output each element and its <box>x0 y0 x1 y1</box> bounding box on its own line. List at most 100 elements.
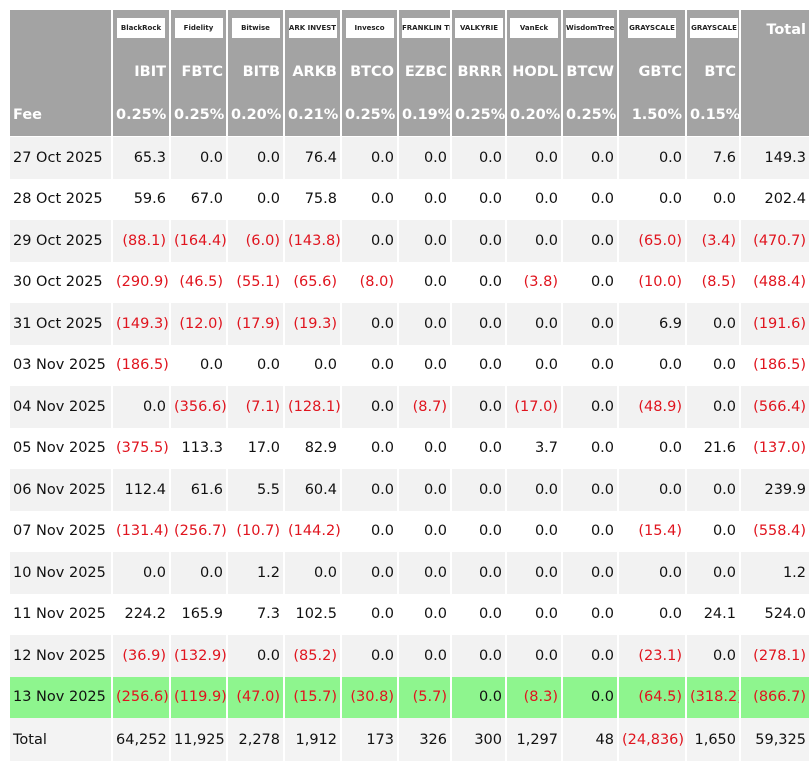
logo-cell: ARK INVEST <box>283 10 341 50</box>
flow-value: 59,325 <box>739 718 809 761</box>
flow-value: 0.0 <box>340 510 398 552</box>
date: 30 Oct 2025 <box>13 274 103 291</box>
flow-value: (186.5) <box>739 344 809 386</box>
flow-value: 0.0 <box>685 635 740 677</box>
flow-value: 202.4 <box>739 178 809 220</box>
flow-value: 0.0 <box>226 178 284 220</box>
flow-value: 2,278 <box>226 718 284 761</box>
flow-value: 0.0 <box>340 303 398 345</box>
fee: 0.25% <box>111 93 170 137</box>
flow-value: 0.0 <box>340 635 398 677</box>
data-row: 06 Nov 2025 112.4 61.6 5.5 60.4 0.0 0.0 0.0 0.0 0… <box>10 469 809 511</box>
data-row: 03 Nov 2025 (186.5) 0.0 0.0 0.0 0.0 0.0 0.0 0.0 0… <box>10 344 809 386</box>
flow-value: 0.0 <box>169 136 227 179</box>
flow-value: (8.5) <box>685 261 740 303</box>
flow-value: (3.4) <box>685 220 740 262</box>
flow-value: (8.7) <box>397 386 451 428</box>
flow-value: (65.0) <box>617 220 686 262</box>
flow-value: 0.0 <box>450 344 506 386</box>
flow-value: 6.9 <box>617 303 686 345</box>
flow-value: 1.2 <box>226 552 284 594</box>
logo-cell: Invesco <box>340 10 398 50</box>
date: 31 Oct 2025 <box>13 315 103 332</box>
fee: 0.20% <box>226 93 284 137</box>
issuer-logo: WisdomTree <box>566 18 614 38</box>
flow-value: 0.0 <box>397 178 451 220</box>
flow-value: (8.3) <box>505 676 562 718</box>
flow-value: 0.0 <box>169 552 227 594</box>
flow-value: (164.4) <box>169 220 227 262</box>
flow-value: 0.0 <box>450 510 506 552</box>
flow-value: 0.0 <box>450 552 506 594</box>
flow-value: (65.6) <box>283 261 341 303</box>
flow-value: 0.0 <box>397 593 451 635</box>
flow-value: 0.0 <box>111 552 170 594</box>
flow-value: (6.0) <box>226 220 284 262</box>
date: 27 Oct 2025 <box>13 149 103 166</box>
flow-value: 0.0 <box>397 344 451 386</box>
data-row: 04 Nov 2025 0.0 (356.6) (7.1) (128.1) 0.0 (8.7… <box>10 386 809 428</box>
logo-cell: VanEck <box>505 10 562 50</box>
flow-value: 0.0 <box>283 344 341 386</box>
flow-value: (488.4) <box>739 261 809 303</box>
fee: 0.21% <box>283 93 341 137</box>
flow-value: 1,650 <box>685 718 740 761</box>
flow-value: (470.7) <box>739 220 809 262</box>
flow-value: 7.3 <box>226 593 284 635</box>
data-row: 29 Oct 2025 (88.1) (164.4) (6.0) (143.8) 0.0 0… <box>10 220 809 262</box>
flow-value: (85.2) <box>283 635 341 677</box>
flow-value: (7.1) <box>226 386 284 428</box>
flow-value: 0.0 <box>617 427 686 469</box>
date: 06 Nov 2025 <box>13 481 106 498</box>
flow-value: 0.0 <box>397 303 451 345</box>
flow-value: 0.0 <box>561 552 618 594</box>
flow-value: 0.0 <box>397 136 451 179</box>
flow-value: 0.0 <box>617 593 686 635</box>
fee-row: Fee 0.25% 0.25% 0.20% 0.21% 0.25% 0.19% 0.25% 0.… <box>10 93 809 137</box>
flow-value: 0.0 <box>340 469 398 511</box>
date: 12 Nov 2025 <box>13 647 106 664</box>
flow-value: 0.0 <box>226 136 284 179</box>
flow-value: (318.2) <box>685 676 740 718</box>
flow-value: 0.0 <box>505 510 562 552</box>
flow-value: 0.0 <box>397 220 451 262</box>
data-row: 10 Nov 2025 0.0 0.0 1.2 0.0 0.0 0.0 0.0 0.0 0.0 0.… <box>10 552 809 594</box>
data-row: 12 Nov 2025 (36.9) (132.9) 0.0 (85.2) 0.0 0.0 0… <box>10 635 809 677</box>
blank-cell <box>10 50 112 93</box>
flow-value: 64,252 <box>111 718 170 761</box>
flow-value: 0.0 <box>561 427 618 469</box>
flow-value: (3.8) <box>505 261 562 303</box>
flow-value: 0.0 <box>505 635 562 677</box>
etf-flow-table-wrap: BlackRock Fidelity Bitwise ARK INVEST Invesc… <box>10 10 809 761</box>
ticker: ARKB <box>283 50 341 93</box>
flow-value: 0.0 <box>561 593 618 635</box>
flow-value: 59.6 <box>111 178 170 220</box>
flow-value: 0.0 <box>397 635 451 677</box>
flow-value: (64.5) <box>617 676 686 718</box>
total-label: Total <box>10 718 112 761</box>
data-row: 11 Nov 2025 224.2 165.9 7.3 102.5 0.0 0.0 0.0 0.… <box>10 593 809 635</box>
flow-value: 0.0 <box>561 136 618 179</box>
fee: 0.15% <box>685 93 740 137</box>
corner-cell <box>10 10 112 50</box>
flow-value: 0.0 <box>685 552 740 594</box>
flow-value: 0.0 <box>397 510 451 552</box>
flow-value: (15.7) <box>283 676 341 718</box>
blank-cell <box>739 93 809 137</box>
flow-value: (866.7) <box>739 676 809 718</box>
ticker: BTC <box>685 50 740 93</box>
flow-value: 0.0 <box>505 552 562 594</box>
flow-value: (23.1) <box>617 635 686 677</box>
ticker: FBTC <box>169 50 227 93</box>
flow-value: 82.9 <box>283 427 341 469</box>
flow-value: 0.0 <box>561 261 618 303</box>
date: 13 Nov 2025 <box>13 689 106 706</box>
flow-value: 0.0 <box>617 344 686 386</box>
flow-value: 0.0 <box>685 344 740 386</box>
flow-value: 239.9 <box>739 469 809 511</box>
logo-cell: GRAYSCALE <box>685 10 740 50</box>
flow-value: 173 <box>340 718 398 761</box>
issuer-logo: BlackRock <box>117 18 165 38</box>
flow-value: (15.4) <box>617 510 686 552</box>
